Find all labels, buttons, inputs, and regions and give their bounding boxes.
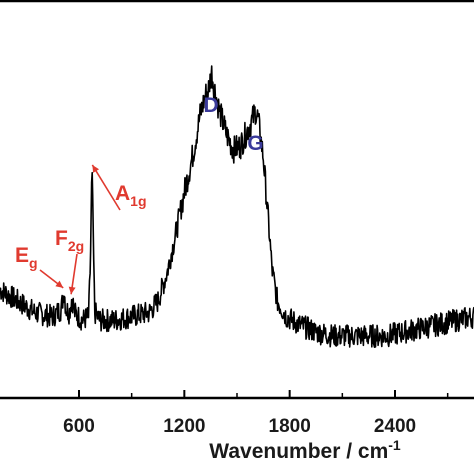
spectrum-series-line [0,65,474,348]
peak-label-f: F2g [55,227,84,254]
peak-arrowhead-e [55,280,64,288]
x-tick-label: 600 [63,416,95,437]
x-tick-label: 1800 [269,416,311,437]
peak-label-e: Eg [15,244,38,271]
x-tick-label: 1200 [163,416,205,437]
peak-label-d: D [204,94,219,117]
x-tick-label: 2400 [374,416,416,437]
peak-arrow-a [91,164,121,211]
peak-arrowhead-a [92,164,100,173]
peak-arrowhead-f [68,286,76,295]
peak-label-a: A1g [115,182,147,209]
peak-label-g: G [247,132,263,155]
x-axis-title: Wavenumber / cm-1 [209,437,401,463]
